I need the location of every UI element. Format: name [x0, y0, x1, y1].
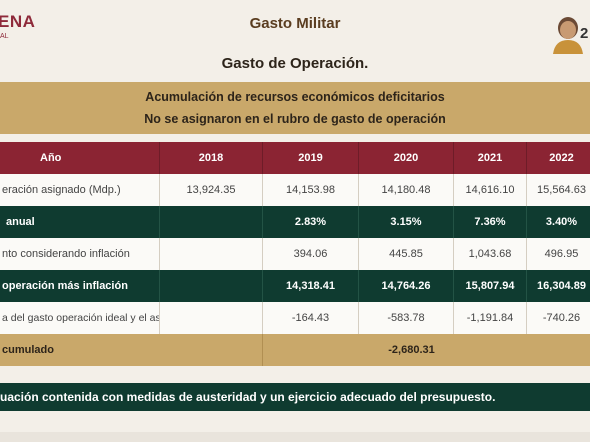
table-cell: 7.36% — [454, 206, 527, 238]
total-label: cumulado — [0, 334, 263, 366]
row-label: anual — [0, 206, 160, 238]
table-row: anual 2.83% 3.15% 7.36% 3.40% — [0, 206, 590, 238]
table-cell: 14,153.98 — [263, 174, 359, 206]
table-row: operación más inflación 14,318.41 14,764… — [0, 270, 590, 302]
header-cell-2022: 2022 — [527, 142, 590, 174]
table-cell: 3.15% — [359, 206, 454, 238]
row-label: operación más inflación — [0, 270, 160, 302]
budget-table: Año 2018 2019 2020 2021 2022 eración asi… — [0, 142, 590, 366]
page-subtitle: Gasto de Operación. — [221, 55, 369, 72]
table-row: a del gasto operación ideal y el asignad… — [0, 302, 590, 334]
table-cell: 394.06 — [263, 238, 359, 270]
table-cell: 13,924.35 — [160, 174, 263, 206]
table-cell: -583.78 — [359, 302, 454, 334]
table-cell: 14,764.26 — [359, 270, 454, 302]
header-cell-2018: 2018 — [160, 142, 263, 174]
banner-line-1: Acumulación de recursos económicos defic… — [145, 90, 445, 104]
header-cell-2021: 2021 — [454, 142, 527, 174]
table-cell — [160, 238, 263, 270]
table-row: eración asignado (Mdp.) 13,924.35 14,153… — [0, 174, 590, 206]
header-cell-year: Año — [0, 142, 160, 174]
table-cell: 15,807.94 — [454, 270, 527, 302]
banner-line-2: No se asignaron en el rubro de gasto de … — [144, 112, 446, 126]
table-cell: 14,616.10 — [454, 174, 527, 206]
logo-subtitle: AL — [0, 33, 9, 40]
conclusion-text: uación contenida con medidas de austerid… — [0, 390, 496, 404]
table-cell: 445.85 — [359, 238, 454, 270]
row-label: a del gasto operación ideal y el asignad… — [0, 302, 160, 334]
table-cell: 16,304.89 — [527, 270, 590, 302]
info-banner: Acumulación de recursos económicos defic… — [0, 82, 590, 134]
table-header-row: Año 2018 2019 2020 2021 2022 — [0, 142, 590, 174]
table-cell: -164.43 — [263, 302, 359, 334]
table-cell: 3.40% — [527, 206, 590, 238]
row-label: eración asignado (Mdp.) — [0, 174, 160, 206]
table-cell: -1,191.84 — [454, 302, 527, 334]
table-cell: -740.26 — [527, 302, 590, 334]
table-cell: 15,564.63 — [527, 174, 590, 206]
total-value: -2,680.31 — [388, 344, 435, 356]
table-cell: 1,043.68 — [454, 238, 527, 270]
table-cell — [160, 302, 263, 334]
bottom-strip — [0, 432, 590, 442]
row-label: nto considerando inflación — [0, 238, 160, 270]
table-cell: 2.83% — [263, 206, 359, 238]
header-cell-2019: 2019 — [263, 142, 359, 174]
table-cell: 14,180.48 — [359, 174, 454, 206]
header-cell-2020: 2020 — [359, 142, 454, 174]
table-row: nto considerando inflación 394.06 445.85… — [0, 238, 590, 270]
table-cell: 14,318.41 — [263, 270, 359, 302]
table-cell — [160, 206, 263, 238]
table-cell — [160, 270, 263, 302]
morena-logo: ENA — [0, 12, 36, 31]
conclusion-bar: uación contenida con medidas de austerid… — [0, 383, 590, 411]
table-cell: 496.95 — [527, 238, 590, 270]
total-row: cumulado -2,680.31 — [0, 334, 590, 366]
avatar-label: 2 — [580, 25, 589, 42]
presenter-avatar-icon — [553, 17, 583, 54]
page-title: Gasto Militar — [249, 15, 341, 32]
